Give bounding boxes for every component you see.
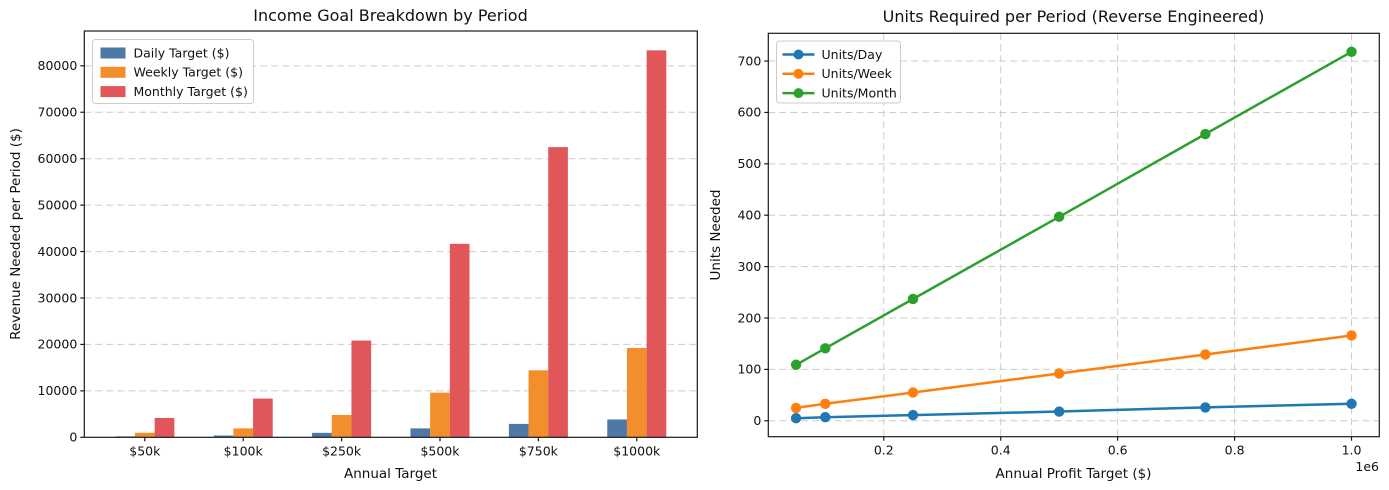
legend-label-1: Units/Week (822, 66, 893, 81)
legend-label-2: Monthly Target ($) (134, 84, 248, 99)
ytick-label-300: 300 (737, 259, 761, 274)
units-chart-x-offset-label: 1e6 (1355, 459, 1379, 474)
legend-label-2: Units/Month (822, 85, 897, 100)
units-chart-xaxis-label: Annual Profit Target ($) (995, 466, 1152, 482)
ytick-label-100: 100 (737, 362, 761, 377)
ytick-label-60000: 60000 (38, 151, 78, 166)
marker-units-month-5 (1346, 46, 1357, 57)
bar-monthly-$750k (548, 147, 568, 438)
xtick-label-0.8: 0.8 (1225, 443, 1245, 458)
xtick-label-$100k: $100k (224, 443, 264, 458)
ytick-label-20000: 20000 (38, 337, 78, 352)
ytick-label-10000: 10000 (38, 383, 78, 398)
marker-units-week-3 (1053, 368, 1065, 379)
bar-weekly-$100k (233, 428, 254, 438)
xtick-label-$1000k: $1000k (613, 443, 661, 458)
ytick-label-40000: 40000 (38, 244, 78, 259)
bar-daily-$1000k (607, 419, 627, 438)
bar-monthly-$100k (253, 398, 273, 438)
ytick-label-400: 400 (737, 208, 761, 223)
legend-label-0: Daily Target ($) (134, 45, 230, 60)
legend-marker-2 (793, 88, 804, 99)
marker-units-day-5 (1346, 398, 1357, 410)
ytick-label-0: 0 (69, 430, 77, 445)
bar-weekly-$250k (331, 414, 352, 438)
legend-label-0: Units/Day (822, 47, 883, 62)
marker-units-week-2 (907, 387, 919, 398)
ytick-label-50000: 50000 (38, 197, 78, 212)
marker-units-week-0 (790, 402, 802, 414)
legend-label-1: Weekly Target ($) (134, 65, 243, 80)
ytick-label-30000: 30000 (38, 290, 78, 305)
bar-weekly-$500k (430, 392, 450, 438)
bar-monthly-$250k (351, 340, 372, 438)
xtick-label-0.6: 0.6 (1108, 443, 1128, 458)
bar-weekly-$1000k (626, 348, 647, 438)
marker-units-day-0 (790, 413, 802, 424)
marker-units-day-4 (1200, 402, 1211, 413)
bar-daily-$750k (508, 423, 529, 438)
bar-daily-$250k (312, 432, 332, 438)
bar-weekly-$750k (528, 370, 549, 438)
xtick-label-$250k: $250k (322, 443, 362, 458)
income-chart-yaxis-label: Revenue Needed per Period ($) (8, 128, 24, 340)
xtick-label-$50k: $50k (129, 443, 161, 458)
line-units-month (795, 50, 1353, 366)
ytick-label-80000: 80000 (38, 58, 78, 73)
marker-units-week-1 (820, 398, 831, 410)
ytick-label-70000: 70000 (38, 105, 78, 120)
ytick-label-200: 200 (737, 310, 761, 325)
legend-box (776, 40, 901, 104)
marker-units-day-1 (820, 411, 831, 423)
units-chart-yaxis-label: Units Needed (708, 189, 724, 281)
income-chart-xaxis-label: Annual Target (344, 466, 437, 482)
xtick-label-0.4: 0.4 (991, 443, 1011, 458)
legend-marker-1 (793, 68, 804, 79)
marker-units-month-0 (790, 359, 802, 370)
xtick-label-$750k: $750k (519, 443, 559, 458)
line-units-day (796, 402, 1352, 420)
bar-daily-$500k (410, 428, 431, 438)
axes-box (83, 30, 698, 438)
xtick-label-$500k: $500k (420, 443, 460, 458)
marker-units-month-3 (1053, 211, 1065, 222)
ytick-label-600: 600 (737, 105, 761, 120)
ytick-label-0: 0 (753, 413, 761, 428)
ytick-label-500: 500 (737, 156, 761, 171)
bar-weekly-$50k (134, 432, 155, 438)
xtick-label-0.2: 0.2 (874, 443, 894, 458)
marker-units-month-2 (907, 293, 919, 305)
bar-monthly-$500k (449, 243, 470, 438)
marker-units-week-5 (1346, 330, 1357, 341)
line-units-week (795, 334, 1352, 410)
marker-units-week-4 (1200, 349, 1211, 360)
xtick-label-1.0: 1.0 (1342, 443, 1362, 458)
legend-box (92, 39, 254, 104)
legend-marker-0 (793, 49, 804, 60)
legend-swatch-2 (100, 86, 126, 98)
marker-units-day-3 (1053, 406, 1065, 417)
bar-daily-$100k (213, 435, 234, 438)
marker-units-day-2 (907, 409, 919, 421)
marker-units-month-4 (1200, 128, 1211, 140)
marker-units-month-1 (820, 343, 831, 354)
legend-swatch-0 (100, 47, 126, 59)
axes-box (767, 32, 1380, 438)
bar-monthly-$1000k (646, 50, 667, 438)
income-chart-title: Income Goal Breakdown by Period (253, 6, 528, 25)
bar-monthly-$50k (154, 417, 175, 438)
legend-swatch-1 (100, 66, 126, 78)
units-chart-title: Units Required per Period (Reverse Engin… (882, 7, 1265, 26)
ytick-label-700: 700 (737, 53, 761, 68)
